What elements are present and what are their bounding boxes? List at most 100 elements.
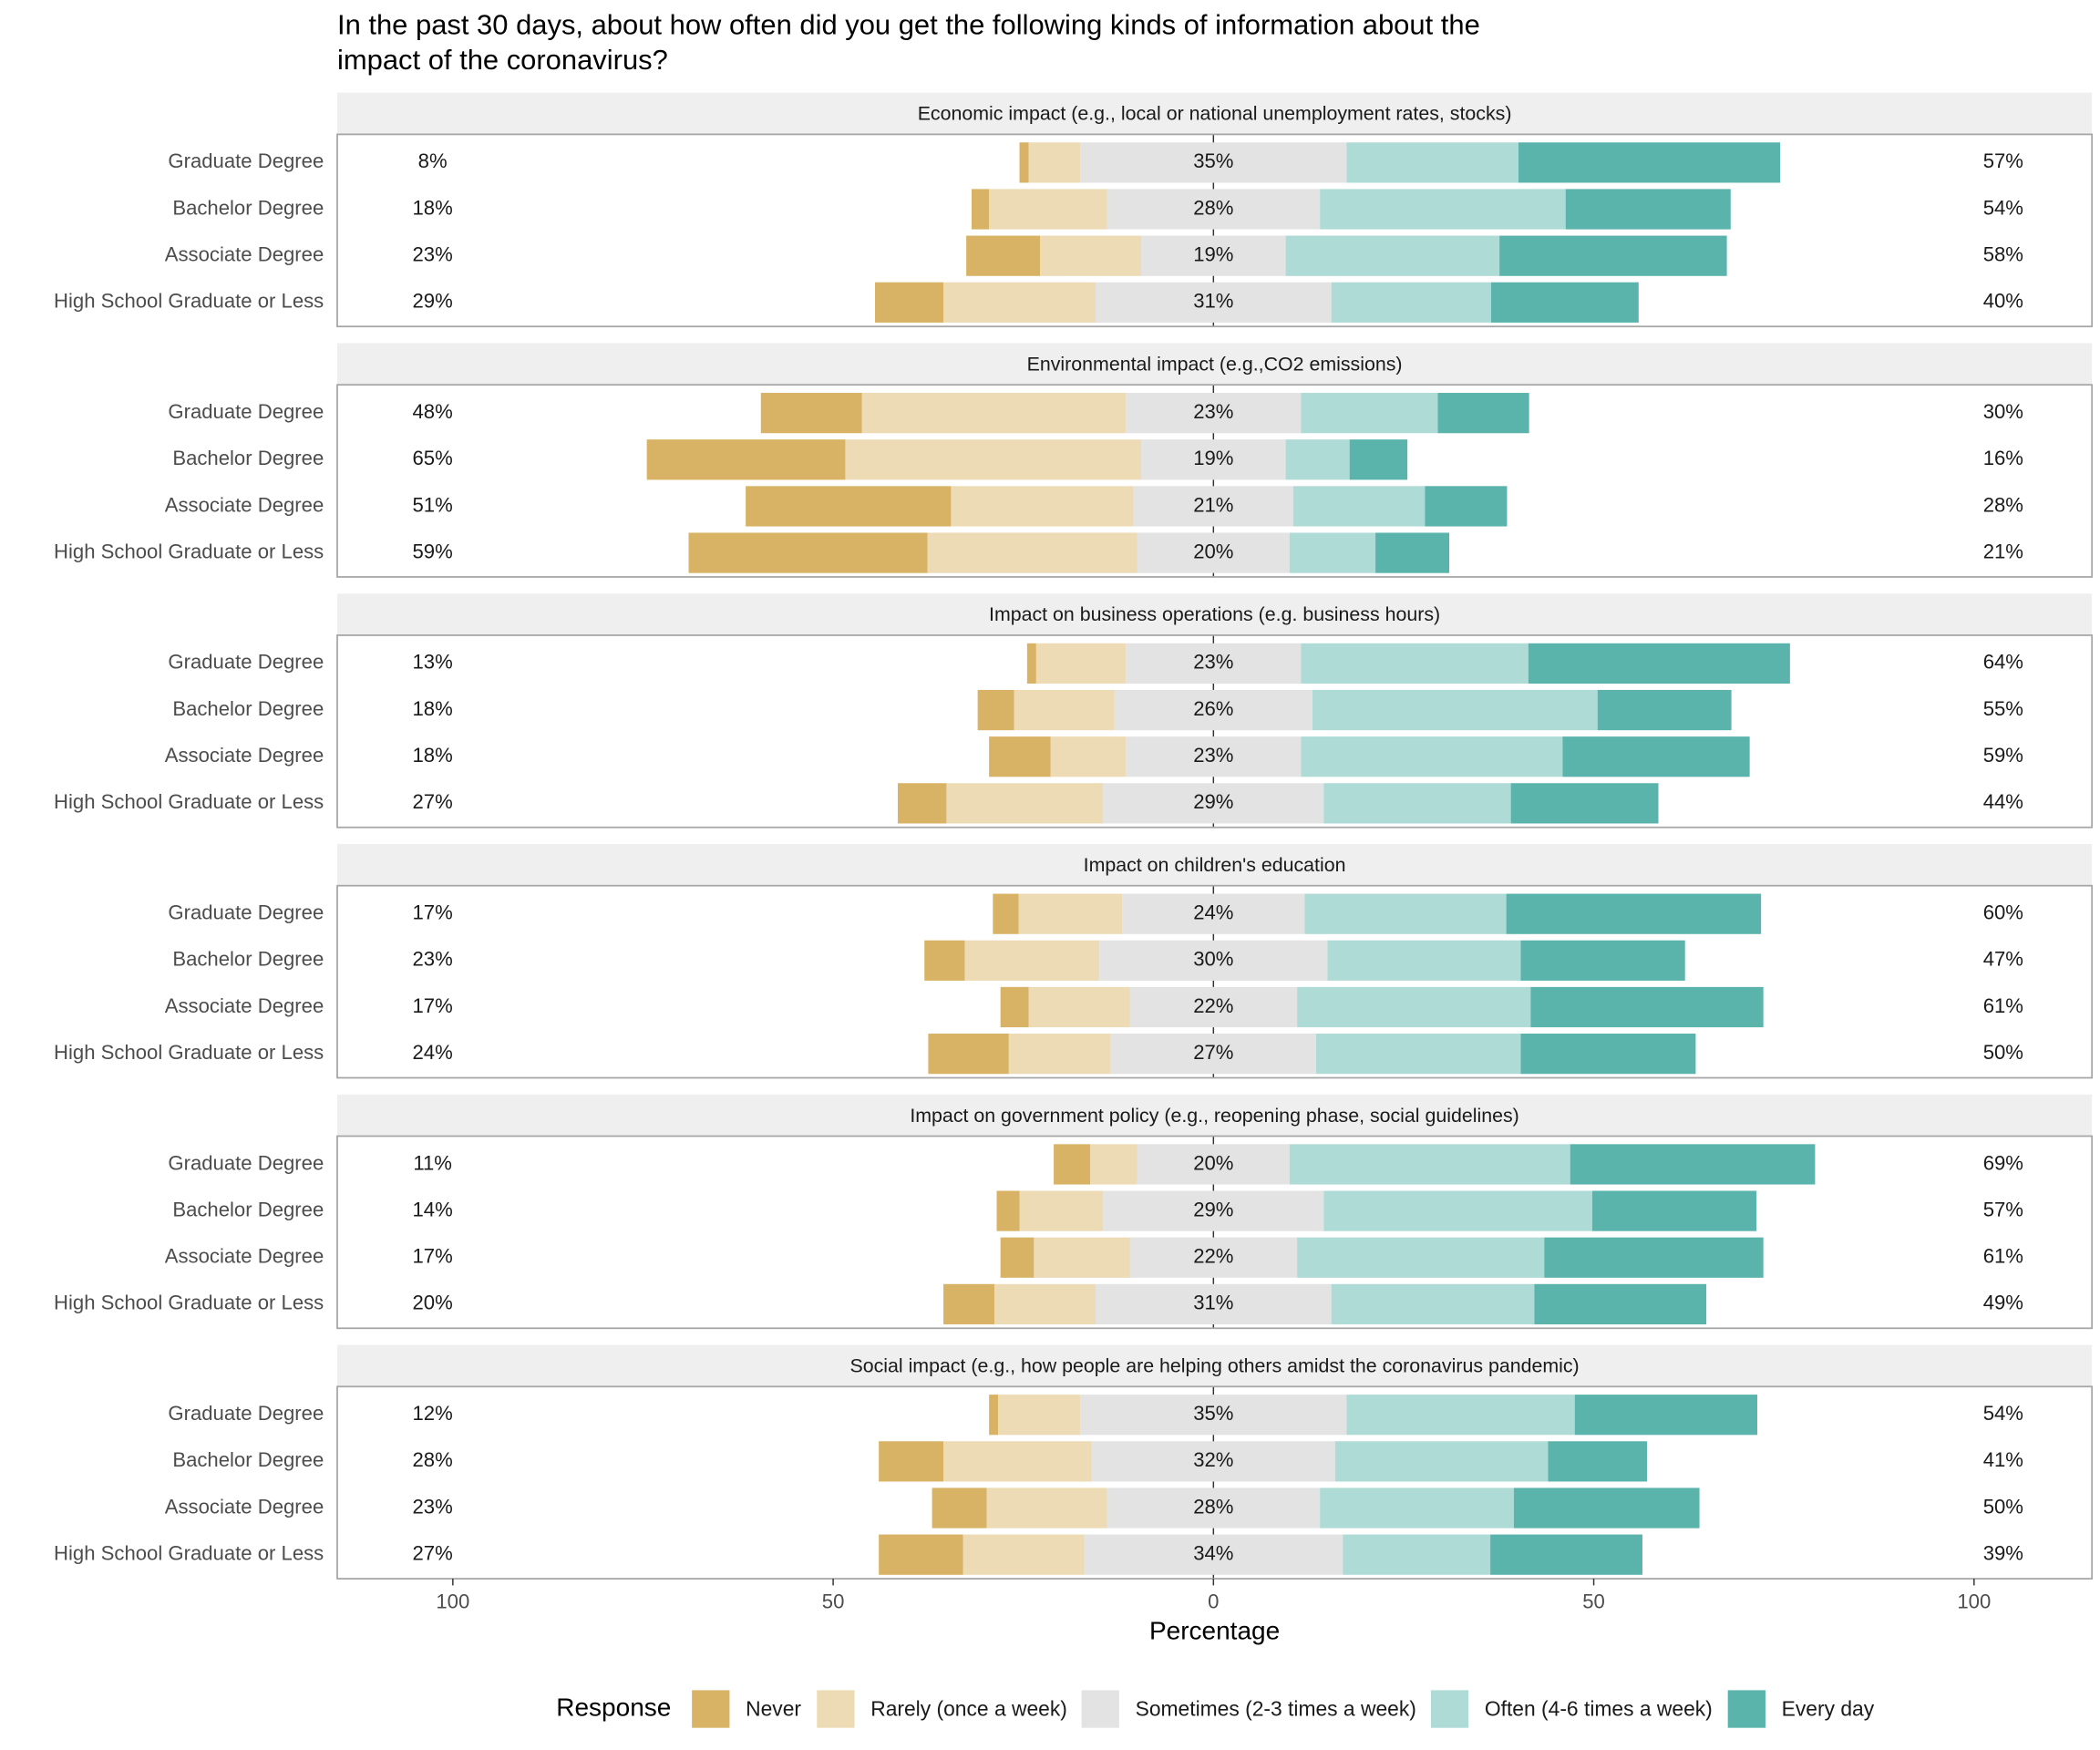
bar-segment bbox=[1137, 532, 1290, 573]
bar-segment bbox=[1334, 1441, 1549, 1482]
summary-label: 50% bbox=[1983, 1041, 2023, 1064]
summary-label: 61% bbox=[1983, 994, 2023, 1017]
bar-segment bbox=[1084, 1534, 1343, 1575]
strip bbox=[336, 1094, 2093, 1137]
bar-segment bbox=[1315, 1034, 1521, 1075]
category-label: Bachelor Degree bbox=[172, 1448, 324, 1471]
summary-label: 61% bbox=[1983, 1245, 2023, 1268]
summary-label: 21% bbox=[1983, 540, 2023, 562]
category-label: High School Graduate or Less bbox=[54, 540, 324, 562]
bar-segment bbox=[874, 282, 944, 323]
category-label: High School Graduate or Less bbox=[54, 1542, 324, 1565]
bar-segment bbox=[1110, 1034, 1316, 1075]
bar-segment bbox=[1570, 1144, 1816, 1185]
bar-segment bbox=[1320, 189, 1566, 230]
bar-segment bbox=[1331, 1283, 1535, 1325]
bar-segment bbox=[943, 282, 1096, 323]
bar-segment bbox=[1301, 393, 1438, 434]
summary-label: 39% bbox=[1983, 1542, 2023, 1565]
bar-segment bbox=[924, 940, 965, 981]
category-label: Graduate Degree bbox=[168, 149, 324, 172]
summary-label: 27% bbox=[413, 790, 453, 813]
bar-segment bbox=[1343, 1534, 1491, 1575]
bar-segment bbox=[1080, 1395, 1347, 1436]
bar-segment bbox=[1054, 1144, 1091, 1185]
category-label: Associate Degree bbox=[165, 493, 324, 516]
summary-label: 23% bbox=[1193, 651, 1233, 674]
bar-segment bbox=[1513, 1488, 1700, 1529]
bar-segment bbox=[971, 189, 990, 230]
bar-segment bbox=[1000, 1237, 1035, 1278]
bar-segment bbox=[989, 736, 1051, 777]
category-label: Graduate Degree bbox=[168, 901, 324, 924]
summary-label: 35% bbox=[1193, 1402, 1233, 1425]
strip bbox=[336, 92, 2093, 135]
bar-segment bbox=[1133, 486, 1293, 527]
summary-label: 22% bbox=[1193, 994, 1233, 1017]
bar-segment bbox=[1304, 893, 1507, 934]
legend-label: Rarely (once a week) bbox=[870, 1697, 1067, 1721]
bar-segment bbox=[977, 689, 1014, 731]
summary-label: 30% bbox=[1983, 400, 2023, 423]
bar-segment bbox=[1080, 142, 1347, 183]
panel-border bbox=[336, 634, 2094, 829]
bar-segment bbox=[1126, 643, 1302, 685]
bar-segment bbox=[1490, 1534, 1642, 1575]
bar-segment bbox=[966, 235, 1041, 276]
bar-segment bbox=[1490, 282, 1639, 323]
bar-segment bbox=[1499, 235, 1727, 276]
bar-segment bbox=[1285, 439, 1350, 480]
panel-title: Impact on children's education bbox=[1084, 854, 1346, 876]
bar-segment bbox=[1346, 1395, 1575, 1436]
category-label: Bachelor Degree bbox=[172, 196, 324, 219]
summary-label: 48% bbox=[413, 400, 453, 423]
category-label: Associate Degree bbox=[165, 1245, 324, 1268]
legend-label: Often (4-6 times a week) bbox=[1485, 1697, 1713, 1721]
category-label: Graduate Degree bbox=[168, 1151, 324, 1174]
category-label: Graduate Degree bbox=[168, 651, 324, 674]
bar-segment bbox=[1518, 142, 1781, 183]
bar-segment bbox=[946, 783, 1104, 824]
legend-key bbox=[1081, 1690, 1119, 1728]
summary-label: 50% bbox=[1983, 1495, 2023, 1518]
legend-label: Never bbox=[746, 1697, 801, 1721]
bar-segment bbox=[1141, 235, 1286, 276]
legend-key bbox=[1430, 1690, 1469, 1728]
category-label: High School Graduate or Less bbox=[54, 290, 324, 313]
summary-label: 32% bbox=[1193, 1448, 1233, 1471]
summary-label: 17% bbox=[413, 994, 453, 1017]
strip bbox=[336, 593, 2093, 635]
summary-label: 24% bbox=[413, 1041, 453, 1064]
summary-label: 54% bbox=[1983, 1402, 2023, 1425]
bar-segment bbox=[1129, 986, 1298, 1028]
summary-label: 28% bbox=[1983, 493, 2023, 516]
summary-label: 29% bbox=[413, 290, 453, 313]
summary-label: 20% bbox=[1193, 1151, 1233, 1174]
bar-segment bbox=[1544, 1237, 1764, 1278]
summary-label: 11% bbox=[413, 1151, 452, 1174]
summary-label: 18% bbox=[413, 196, 453, 219]
bar-segment bbox=[928, 1034, 1009, 1075]
bar-segment bbox=[1095, 1283, 1332, 1325]
bar-segment bbox=[1346, 142, 1518, 183]
bar-segment bbox=[1520, 1034, 1696, 1075]
legend-key bbox=[1727, 1690, 1765, 1728]
strip bbox=[336, 343, 2093, 386]
summary-label: 47% bbox=[1983, 948, 2023, 971]
summary-label: 22% bbox=[1193, 1245, 1233, 1268]
summary-label: 64% bbox=[1983, 651, 2023, 674]
bar-segment bbox=[1026, 643, 1036, 685]
category-label: Bachelor Degree bbox=[172, 697, 324, 720]
bar-segment bbox=[1312, 689, 1598, 731]
summary-label: 18% bbox=[413, 744, 453, 767]
summary-label: 24% bbox=[1193, 901, 1233, 924]
bar-segment bbox=[646, 439, 846, 480]
x-tick-label: 100 bbox=[1957, 1590, 1991, 1612]
summary-label: 23% bbox=[413, 1495, 453, 1518]
summary-label: 65% bbox=[413, 447, 453, 469]
summary-label: 59% bbox=[1983, 744, 2023, 767]
panel-title: Impact on business operations (e.g. busi… bbox=[989, 603, 1440, 625]
summary-label: 18% bbox=[413, 697, 453, 720]
summary-label: 23% bbox=[413, 948, 453, 971]
